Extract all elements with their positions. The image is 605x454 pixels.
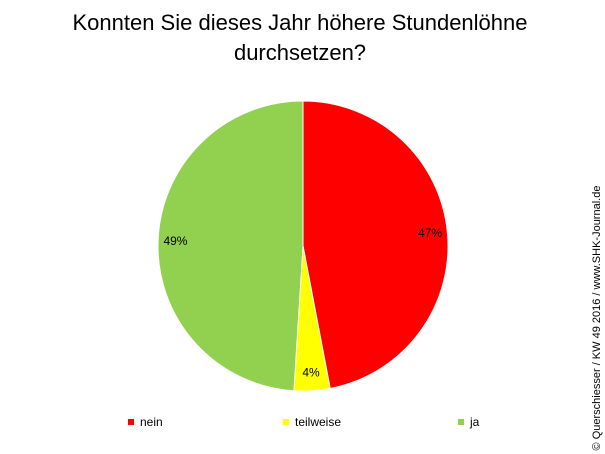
data-label: 47% bbox=[418, 226, 442, 240]
data-label: 49% bbox=[163, 234, 187, 248]
legend-label: nein bbox=[140, 415, 163, 429]
pie-slice bbox=[302, 100, 449, 390]
legend-label: teilweise bbox=[295, 415, 341, 429]
pie-slice bbox=[157, 100, 304, 392]
legend-swatch bbox=[128, 419, 134, 425]
legend-swatch bbox=[458, 419, 464, 425]
source: © Querschiesser / KW 49 2016 / www.SHK-J… bbox=[591, 186, 603, 451]
data-label: 4% bbox=[302, 366, 320, 380]
chart-title: Konnten Sie dieses Jahr höhere Stundenlö… bbox=[72, 10, 528, 65]
legend-label: ja bbox=[469, 415, 480, 429]
legend-swatch bbox=[283, 419, 289, 425]
